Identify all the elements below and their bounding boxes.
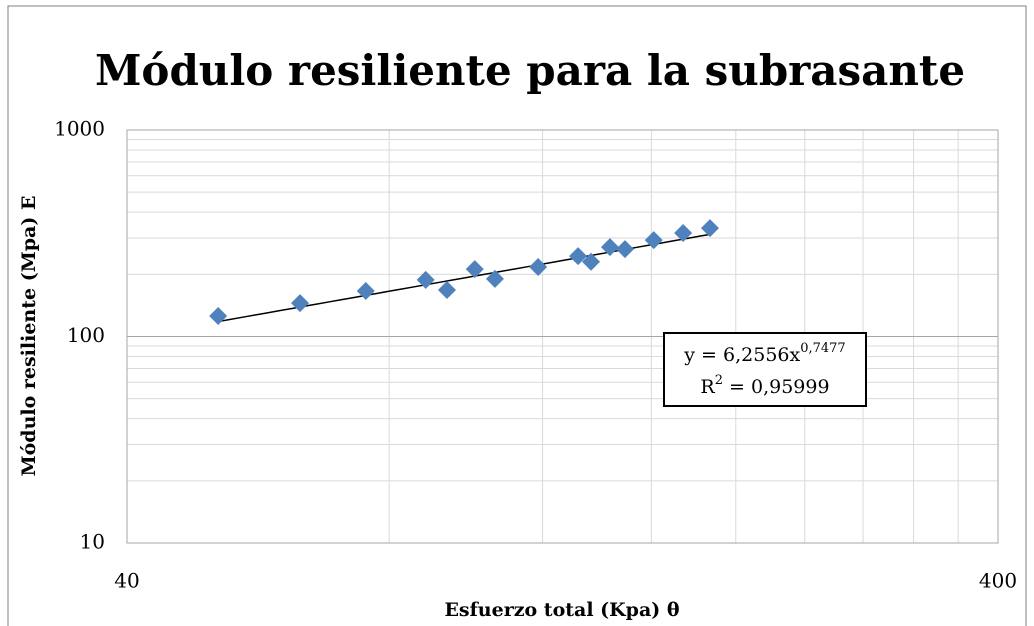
chart-title: Módulo resiliente para la subrasante: [95, 46, 965, 95]
data-point: [582, 252, 601, 271]
y-tick-label: 100: [67, 323, 105, 347]
y-tick-label: 1000: [54, 117, 105, 141]
data-point: [437, 280, 456, 299]
y-tick-label: 10: [80, 530, 105, 554]
x-tick-label: 400: [979, 569, 1017, 593]
trend-annotation: y = 6,2556x0,7477 R2 = 0,95999: [663, 332, 867, 407]
data-point: [674, 224, 693, 243]
equation-exponent: 0,7477: [800, 341, 846, 356]
r-power: 2: [715, 373, 723, 388]
chart-frame: [7, 5, 1027, 626]
data-point: [700, 219, 719, 238]
y-axis-label: Módulo resiliente (Mpa) E: [18, 196, 40, 477]
x-axis-label: Esfuerzo total (Kpa) θ: [444, 599, 679, 621]
x-tick-label: 40: [114, 569, 139, 593]
data-point: [291, 294, 310, 313]
r-squared: R2 = 0,95999: [700, 373, 829, 399]
equation-text: y = 6,2556x: [683, 344, 800, 366]
data-point: [569, 247, 588, 266]
r-value: = 0,95999: [723, 376, 830, 398]
data-point: [416, 270, 435, 289]
equation: y = 6,2556x0,7477: [683, 341, 845, 367]
data-point: [600, 238, 619, 257]
annotation-box: [663, 332, 867, 407]
r-label: R: [700, 376, 715, 398]
data-point: [615, 240, 634, 259]
plot-border: [126, 129, 999, 544]
data-point: [356, 282, 375, 301]
data-point: [529, 258, 548, 277]
data-point: [485, 269, 504, 288]
data-point: [209, 306, 228, 325]
data-point: [465, 260, 484, 279]
data-point: [644, 231, 663, 250]
